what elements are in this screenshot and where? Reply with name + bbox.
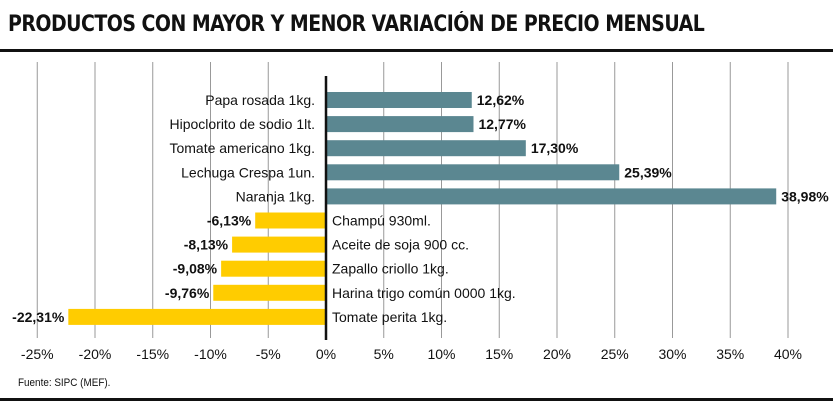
bar bbox=[326, 92, 472, 108]
category-label: Naranja 1kg. bbox=[236, 188, 315, 204]
x-tick-label: 35% bbox=[716, 346, 744, 362]
bar bbox=[213, 284, 326, 301]
bar bbox=[326, 140, 526, 157]
category-label: Lechuga Crespa 1un. bbox=[181, 164, 315, 180]
x-tick-label: -25% bbox=[21, 346, 54, 362]
bottom-rule bbox=[0, 398, 833, 401]
category-label: Champú 930ml. bbox=[332, 213, 431, 229]
data-label: -9,76% bbox=[165, 285, 210, 301]
category-label: Zapallo criollo 1kg. bbox=[332, 261, 449, 277]
data-label: -22,31% bbox=[12, 309, 65, 325]
bar bbox=[232, 236, 326, 253]
data-label: 38,98% bbox=[781, 188, 829, 204]
x-tick-label: 15% bbox=[485, 346, 513, 362]
x-tick-label: 25% bbox=[601, 346, 629, 362]
x-tick-label: -10% bbox=[194, 346, 227, 362]
data-label: 25,39% bbox=[624, 164, 672, 180]
source-note: Fuente: SIPC (MEF). bbox=[18, 377, 111, 389]
data-label: 12,62% bbox=[477, 92, 525, 108]
category-label: Aceite de soja 900 cc. bbox=[332, 237, 469, 253]
x-tick-label: -20% bbox=[79, 346, 112, 362]
title-rule bbox=[0, 49, 833, 52]
x-tick-label: 10% bbox=[427, 346, 455, 362]
x-tick-label: 20% bbox=[543, 346, 571, 362]
bar bbox=[326, 188, 777, 205]
data-label: -6,13% bbox=[207, 213, 252, 229]
category-label: Tomate americano 1kg. bbox=[169, 140, 315, 156]
data-label: 17,30% bbox=[531, 140, 579, 156]
category-label: Tomate perita 1kg. bbox=[332, 309, 447, 325]
chart-title: PRODUCTOS CON MAYOR Y MENOR VARIACIÓN DE… bbox=[8, 12, 705, 37]
category-label: Papa rosada 1kg. bbox=[205, 92, 315, 108]
x-tick-label: 30% bbox=[658, 346, 686, 362]
x-tick-label: 5% bbox=[374, 346, 394, 362]
category-label: Harina trigo común 0000 1kg. bbox=[332, 285, 516, 301]
bar bbox=[326, 164, 620, 181]
data-label: -9,08% bbox=[173, 261, 218, 277]
bar bbox=[255, 212, 326, 229]
x-tick-label: 40% bbox=[774, 346, 802, 362]
x-tick-label: -15% bbox=[136, 346, 169, 362]
bar bbox=[221, 260, 326, 277]
x-tick-label: -5% bbox=[256, 346, 281, 362]
bar bbox=[326, 116, 474, 133]
data-label: -8,13% bbox=[184, 237, 229, 253]
x-tick-label: 0% bbox=[316, 346, 336, 362]
data-label: 12,77% bbox=[478, 116, 526, 132]
bar bbox=[68, 308, 326, 325]
category-label: Hipoclorito de sodio 1lt. bbox=[169, 116, 315, 132]
